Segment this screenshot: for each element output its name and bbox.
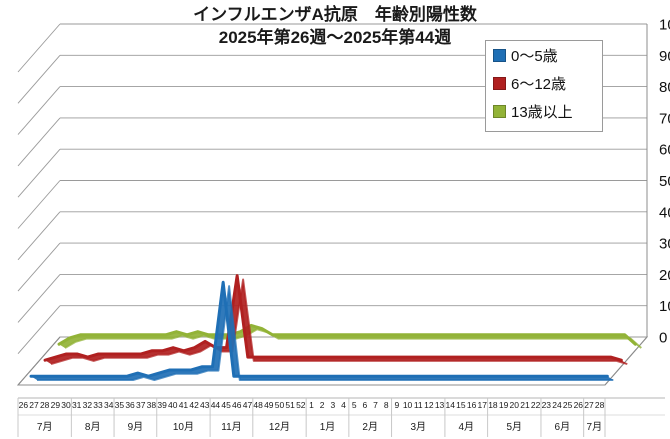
x-axis-week-label: 38: [147, 400, 157, 410]
x-axis-week-label: 39: [157, 400, 167, 410]
x-axis-week-label: 4: [341, 400, 346, 410]
x-axis-week-label: 18: [488, 400, 498, 410]
x-axis-week-label: 14: [446, 400, 456, 410]
x-axis-week-label: 33: [93, 400, 103, 410]
legend-item-label: 6〜12歳: [511, 75, 567, 93]
x-axis-month-label: 4月: [458, 421, 474, 433]
x-axis-month-label: 7月: [587, 421, 603, 433]
x-axis-month-label: 12月: [269, 421, 290, 433]
x-axis-month-label: 11月: [221, 421, 241, 433]
svg-text:50: 50: [659, 173, 670, 190]
svg-text:100: 100: [659, 17, 670, 34]
series-3: [57, 323, 642, 349]
svg-text:90: 90: [659, 48, 670, 65]
svg-text:40: 40: [659, 204, 670, 221]
svg-text:60: 60: [659, 142, 670, 159]
x-axis-week-label: 41: [179, 400, 189, 410]
x-axis-week-label: 11: [414, 400, 423, 410]
svg-text:30: 30: [659, 236, 670, 253]
series-2: [43, 274, 628, 366]
chart-axes: [17, 24, 648, 386]
x-axis-week-label: 3: [330, 400, 335, 410]
x-axis-month-label: 9月: [128, 421, 144, 433]
x-axis-week-label: 12: [424, 400, 434, 410]
x-axis-week-label: 48: [253, 400, 263, 410]
x-axis-week-label: 19: [499, 400, 509, 410]
x-axis-week-label: 35: [115, 400, 125, 410]
x-axis-month-label: 10月: [173, 421, 194, 433]
svg-text:0: 0: [659, 330, 667, 347]
x-axis-week-label: 7: [373, 400, 378, 410]
x-axis-week-label: 34: [104, 400, 114, 410]
x-axis-week-label: 15: [456, 400, 466, 410]
x-axis-week-label: 42: [189, 400, 199, 410]
x-axis-month-label: 3月: [410, 421, 426, 433]
x-axis-week-label: 47: [243, 400, 253, 410]
x-axis-week-label: 1: [309, 400, 314, 410]
x-axis-week-label: 36: [125, 400, 135, 410]
x-axis-week-label: 16: [467, 400, 477, 410]
series-1: [29, 280, 614, 382]
legend-swatch-icon: [493, 76, 506, 90]
x-axis-week-label: 25: [563, 400, 573, 410]
x-axis-week-label: 8: [384, 400, 389, 410]
x-axis-week-label: 26: [19, 400, 29, 410]
x-axis-week-label: 52: [296, 400, 306, 410]
x-axis-month-label: 8月: [85, 421, 101, 433]
x-axis-week-label: 28: [40, 400, 50, 410]
legend-item-1[interactable]: 0〜5歳: [486, 41, 602, 69]
x-axis-week-label: 30: [61, 400, 71, 410]
x-axis-month-label: 7月: [37, 421, 53, 433]
x-axis-week-label: 29: [51, 400, 61, 410]
x-axis-week-label: 46: [232, 400, 242, 410]
x-axis-week-label: 20: [510, 400, 520, 410]
x-axis-week-label: 9: [395, 400, 400, 410]
svg-text:20: 20: [659, 267, 670, 284]
x-axis-week-label: 5: [352, 400, 357, 410]
x-axis-week-label: 49: [264, 400, 274, 410]
x-axis-week-label: 2: [320, 400, 325, 410]
y-axis-tick-labels: 0 10 20 30 40 50 60 70 80 90 100: [659, 17, 670, 347]
svg-text:80: 80: [659, 79, 670, 96]
chart-legend: 0〜5歳 6〜12歳 13歳以上: [485, 40, 603, 132]
x-axis-week-label: 37: [136, 400, 146, 410]
x-axis-week-label: 45: [221, 400, 231, 410]
x-axis-week-label: 43: [200, 400, 210, 410]
x-axis-week-label: 23: [542, 400, 552, 410]
x-axis-week-label: 24: [552, 400, 562, 410]
x-axis-week-label: 31: [72, 400, 82, 410]
x-axis-month-label: 5月: [507, 421, 523, 433]
x-axis-week-label: 21: [520, 400, 530, 410]
x-axis-week-label: 17: [478, 400, 488, 410]
x-axis-week-label: 27: [29, 400, 39, 410]
x-axis-week-label: 6: [362, 400, 367, 410]
svg-text:70: 70: [659, 110, 670, 127]
legend-item-label: 0〜5歳: [511, 47, 558, 65]
x-axis-week-label: 50: [275, 400, 285, 410]
legend-swatch-icon: [493, 104, 506, 118]
x-axis-week-label: 10: [403, 400, 413, 410]
x-axis-week-label: 32: [83, 400, 93, 410]
legend-item-label: 13歳以上: [511, 103, 573, 121]
svg-text:10: 10: [659, 298, 670, 315]
legend-swatch-icon: [493, 48, 506, 62]
x-axis-week-label: 27: [584, 400, 594, 410]
x-axis-week-label: 44: [211, 400, 221, 410]
x-axis-week-label: 51: [285, 400, 295, 410]
x-axis-week-label: 26: [574, 400, 584, 410]
x-axis-month-label: 2月: [362, 421, 378, 433]
x-axis-week-label: 40: [168, 400, 178, 410]
legend-item-2[interactable]: 6〜12歳: [486, 69, 602, 97]
x-axis-month-label: 1月: [320, 421, 336, 433]
x-axis-month-label: 6月: [555, 421, 571, 433]
x-axis-week-label: 22: [531, 400, 541, 410]
x-axis-week-label: 28: [595, 400, 605, 410]
x-axis-week-label: 13: [435, 400, 445, 410]
x-axis-labels: 26 27 28 29 30 31 32 33 34 35 36 37 38 39 40 41 42 43 44 45…: [17, 397, 665, 437]
chart-series-lines: [29, 274, 642, 382]
legend-item-3[interactable]: 13歳以上: [486, 97, 602, 125]
